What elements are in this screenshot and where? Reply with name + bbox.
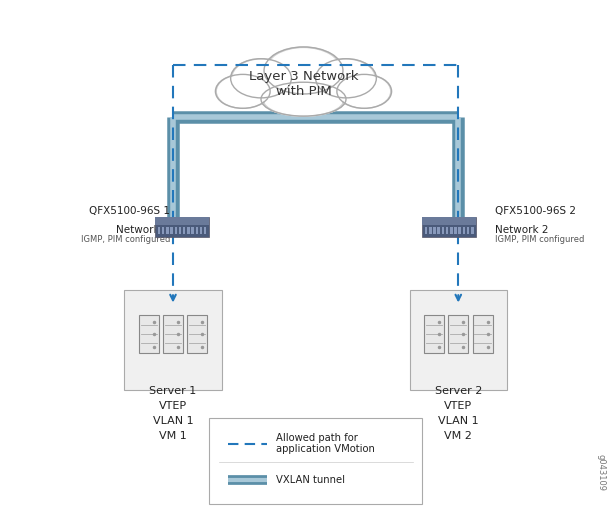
Ellipse shape [339,76,389,107]
Text: QFX5100-96S 1: QFX5100-96S 1 [89,206,170,216]
FancyBboxPatch shape [433,227,436,234]
FancyBboxPatch shape [187,227,189,234]
FancyBboxPatch shape [171,227,173,234]
FancyBboxPatch shape [438,227,440,234]
FancyBboxPatch shape [138,315,158,353]
FancyBboxPatch shape [467,227,469,234]
FancyBboxPatch shape [458,227,461,234]
Ellipse shape [215,75,270,109]
Text: Server 2
VTEP
VLAN 1
VM 2: Server 2 VTEP VLAN 1 VM 2 [435,386,482,441]
FancyBboxPatch shape [472,315,493,353]
FancyBboxPatch shape [187,315,208,353]
FancyBboxPatch shape [463,227,465,234]
FancyBboxPatch shape [450,227,453,234]
FancyBboxPatch shape [425,227,427,234]
Ellipse shape [265,84,342,115]
FancyBboxPatch shape [200,227,202,234]
Text: Layer 3 Network
with PIM: Layer 3 Network with PIM [249,69,358,98]
Ellipse shape [215,75,270,109]
Ellipse shape [337,75,392,109]
FancyBboxPatch shape [155,217,209,225]
Ellipse shape [231,59,291,98]
FancyBboxPatch shape [429,227,432,234]
FancyBboxPatch shape [195,227,198,234]
FancyBboxPatch shape [155,217,209,237]
Ellipse shape [233,61,289,97]
Ellipse shape [316,59,376,98]
Ellipse shape [264,47,343,94]
FancyBboxPatch shape [158,227,160,234]
FancyBboxPatch shape [448,315,469,353]
FancyBboxPatch shape [209,418,422,504]
FancyBboxPatch shape [424,315,444,353]
FancyBboxPatch shape [410,290,507,389]
FancyBboxPatch shape [175,227,177,234]
FancyBboxPatch shape [183,227,186,234]
Ellipse shape [231,59,291,98]
FancyBboxPatch shape [422,217,476,237]
FancyBboxPatch shape [124,290,222,389]
FancyBboxPatch shape [471,227,473,234]
Ellipse shape [318,61,374,97]
Text: g043109: g043109 [597,454,605,491]
FancyBboxPatch shape [191,227,194,234]
Ellipse shape [267,49,340,92]
FancyBboxPatch shape [446,227,449,234]
Text: QFX5100-96S 2: QFX5100-96S 2 [495,206,575,216]
FancyBboxPatch shape [422,217,476,225]
FancyBboxPatch shape [163,315,183,353]
Text: Network 1: Network 1 [117,225,170,235]
Text: Server 1
VTEP
VLAN 1
VM 1: Server 1 VTEP VLAN 1 VM 1 [149,386,197,441]
Ellipse shape [261,82,346,116]
Text: application VMotion: application VMotion [276,444,375,455]
Text: IGMP, PIM configured: IGMP, PIM configured [81,235,170,244]
FancyBboxPatch shape [442,227,444,234]
Text: IGMP, PIM configured: IGMP, PIM configured [495,235,584,244]
Text: VXLAN tunnel: VXLAN tunnel [276,475,345,485]
Ellipse shape [316,59,376,98]
Text: Allowed path for: Allowed path for [276,433,358,443]
FancyBboxPatch shape [166,227,169,234]
Text: Network 2: Network 2 [495,225,548,235]
FancyBboxPatch shape [454,227,456,234]
Ellipse shape [218,76,268,107]
FancyBboxPatch shape [162,227,164,234]
Ellipse shape [264,47,343,94]
Ellipse shape [337,75,392,109]
FancyBboxPatch shape [178,227,181,234]
Ellipse shape [261,82,346,116]
FancyBboxPatch shape [204,227,206,234]
